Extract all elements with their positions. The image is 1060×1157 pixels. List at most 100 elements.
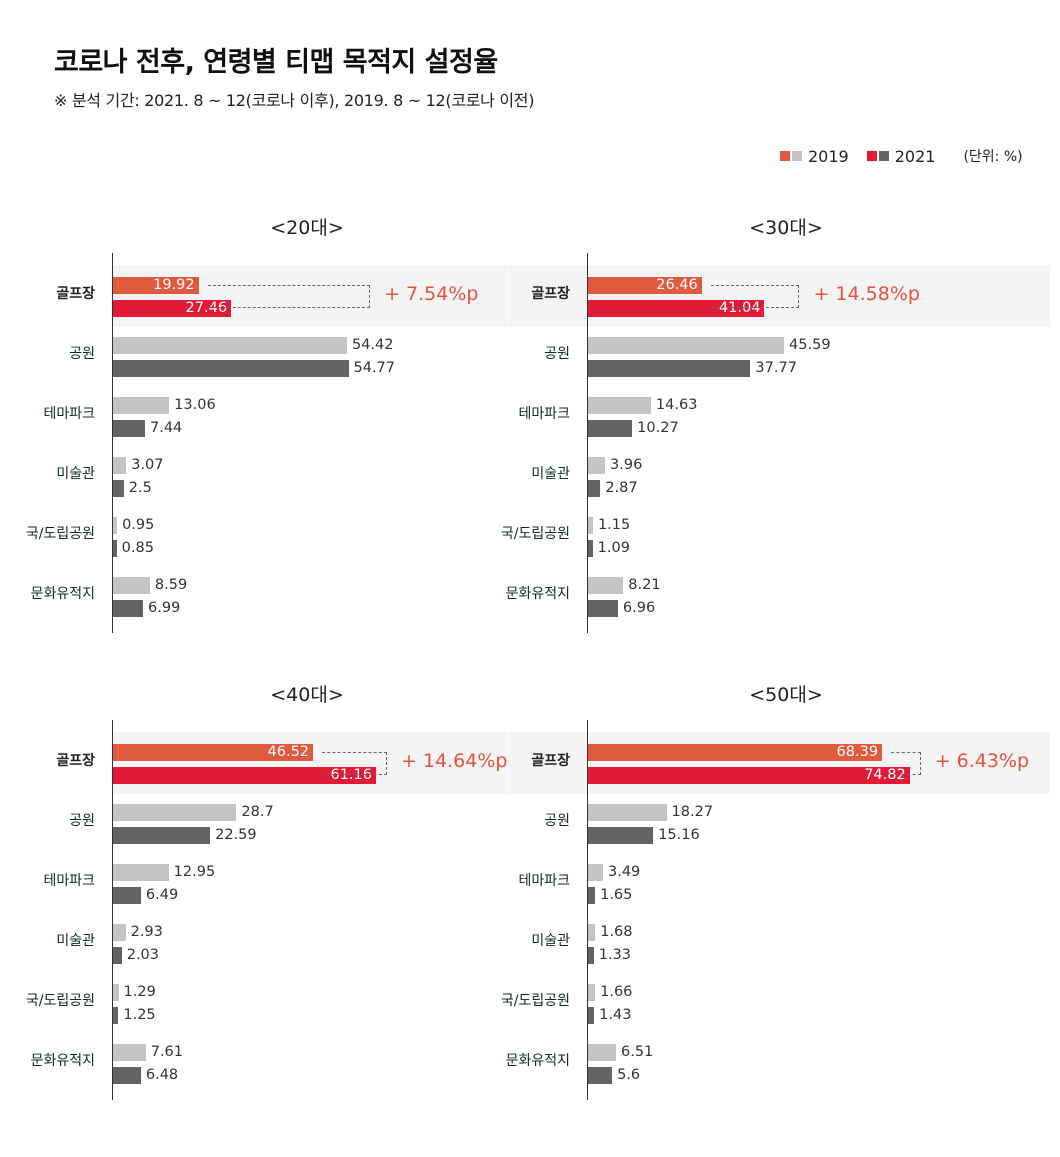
bar-2019 xyxy=(113,984,119,1001)
bar-2019 xyxy=(588,517,593,534)
category-label: 골프장 xyxy=(56,753,95,769)
bar-2019 xyxy=(113,457,127,474)
value-label: 2.03 xyxy=(126,947,160,963)
bar-2019 xyxy=(588,924,596,941)
panel-title: <20대> xyxy=(270,217,344,239)
category-label: 국/도립공원 xyxy=(25,993,95,1009)
value-label: 7.44 xyxy=(149,420,183,436)
value-label: 0.85 xyxy=(121,540,154,556)
category-label: 문화유적지 xyxy=(505,586,570,602)
bar-2019 xyxy=(588,1044,616,1061)
difference-bracket xyxy=(710,285,800,308)
bar-2019 xyxy=(588,397,651,414)
value-label: 68.39 xyxy=(836,744,879,760)
category-label: 테마파크 xyxy=(518,406,570,422)
category-label: 문화유적지 xyxy=(30,1053,95,1069)
bar-2019 xyxy=(113,804,237,821)
bar-2021 xyxy=(588,540,593,557)
value-label: 46.52 xyxy=(267,744,310,760)
legend-label: 2019 xyxy=(808,146,849,166)
value-label: 26.46 xyxy=(656,277,698,293)
value-label: 15.16 xyxy=(658,827,700,843)
bar-2019 xyxy=(588,864,603,881)
value-label: 6.49 xyxy=(145,887,179,903)
category-label: 문화유적지 xyxy=(505,1053,570,1069)
bar-2021 xyxy=(588,360,751,377)
category-label: 공원 xyxy=(69,813,95,829)
value-label: 1.15 xyxy=(597,517,631,533)
y-axis-line xyxy=(112,253,113,633)
value-label: 6.51 xyxy=(620,1044,654,1060)
bar-2019 xyxy=(113,517,118,534)
bar-2019 xyxy=(113,397,170,414)
bar-2021 xyxy=(588,420,633,437)
value-label: 18.27 xyxy=(671,804,714,820)
category-label: 미술관 xyxy=(531,466,570,482)
category-label: 골프장 xyxy=(531,286,570,302)
bar-2019 xyxy=(588,277,702,294)
bar-2021 xyxy=(588,827,654,844)
difference-annotation: + 6.43%p xyxy=(934,750,1030,772)
bar-2019 xyxy=(113,744,314,761)
legend-swatch-highlight-2019 xyxy=(780,151,790,161)
value-label: 5.6 xyxy=(617,1067,641,1083)
bar-2019 xyxy=(113,277,199,294)
panel-title: <50대> xyxy=(749,684,823,706)
bar-2021 xyxy=(113,887,141,904)
value-label: 6.48 xyxy=(145,1067,179,1083)
bar-2019 xyxy=(113,924,126,941)
bar-2021 xyxy=(113,540,117,557)
legend-swatch-other-2021 xyxy=(878,151,889,161)
bar-2021 xyxy=(588,300,765,317)
panel-title: <40대> xyxy=(270,684,344,706)
legend: 2019 2021 (단위: %) xyxy=(780,146,1023,166)
difference-annotation: + 14.58%p xyxy=(813,283,920,305)
value-label: 6.99 xyxy=(148,600,181,616)
value-label: 2.87 xyxy=(605,480,638,496)
bar-2021 xyxy=(588,1007,595,1024)
bar-2019 xyxy=(113,864,169,881)
bar-2019 xyxy=(588,744,883,761)
value-label: 8.21 xyxy=(628,577,661,593)
category-label: 골프장 xyxy=(56,286,95,302)
legend-swatch-other-2019 xyxy=(792,151,802,161)
difference-bracket xyxy=(322,752,387,775)
legend-label: 2021 xyxy=(894,146,936,166)
value-label: 1.43 xyxy=(599,1007,632,1023)
value-label: 1.66 xyxy=(600,984,633,1000)
value-label: 3.07 xyxy=(131,457,164,473)
bar-2021 xyxy=(588,480,601,497)
value-label: 12.95 xyxy=(173,864,216,880)
bar-2019 xyxy=(588,984,596,1001)
value-label: 1.29 xyxy=(123,984,156,1000)
bar-2021 xyxy=(113,1007,119,1024)
bar-2019 xyxy=(113,577,150,594)
bar-2021 xyxy=(113,300,232,317)
bar-2021 xyxy=(113,420,145,437)
value-label: 45.59 xyxy=(789,337,831,353)
bar-2021 xyxy=(588,767,910,784)
value-label: 1.09 xyxy=(597,540,630,556)
value-label: 10.27 xyxy=(637,420,679,436)
bar-2021 xyxy=(113,827,211,844)
bar-2019 xyxy=(588,577,624,594)
category-label: 공원 xyxy=(544,346,570,362)
value-label: 54.77 xyxy=(353,360,396,376)
value-label: 27.46 xyxy=(185,300,228,316)
bar-2021 xyxy=(113,480,124,497)
category-label: 국/도립공원 xyxy=(25,526,95,542)
category-label: 미술관 xyxy=(56,933,95,949)
category-label: 공원 xyxy=(69,346,95,362)
legend-item-2019: 2019 xyxy=(780,147,849,166)
bar-2019 xyxy=(588,457,606,474)
y-axis-line xyxy=(112,720,113,1100)
difference-bracket xyxy=(891,752,921,775)
bar-2019 xyxy=(113,337,347,354)
difference-annotation: + 7.54%p xyxy=(384,283,479,305)
unit-label: (단위: %) xyxy=(963,149,1023,165)
value-label: 22.59 xyxy=(215,827,257,843)
value-label: 1.65 xyxy=(600,887,633,903)
value-label: 74.82 xyxy=(864,767,906,783)
bar-2021 xyxy=(588,600,618,617)
value-label: 1.25 xyxy=(123,1007,156,1023)
